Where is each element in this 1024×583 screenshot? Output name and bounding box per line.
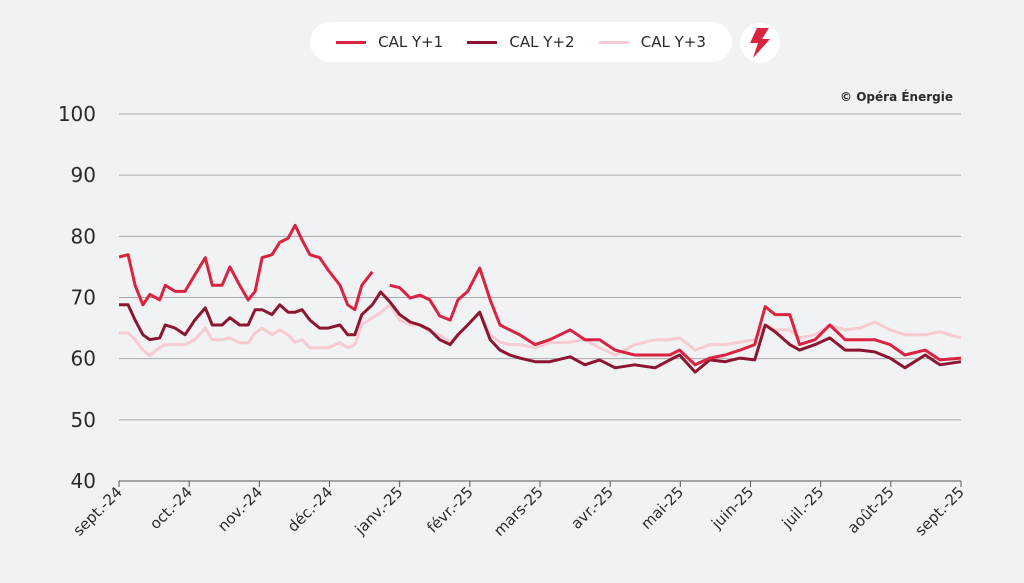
x-tick-label: nov.-24 bbox=[214, 483, 266, 535]
legend-item-cal-y2[interactable]: CAL Y+2 bbox=[467, 33, 575, 51]
legend-item-cal-y3[interactable]: CAL Y+3 bbox=[598, 33, 706, 51]
y-tick-label: 100 bbox=[58, 102, 96, 126]
y-tick-label: 70 bbox=[71, 286, 96, 310]
x-tick-label: sept.-25 bbox=[911, 483, 967, 539]
lightning-bolt-button[interactable] bbox=[740, 23, 780, 63]
x-tick-label: févr.-25 bbox=[423, 483, 476, 536]
x-tick-label: août-25 bbox=[844, 483, 898, 537]
y-tick-label: 50 bbox=[71, 408, 96, 432]
series-line-cal-y-1 bbox=[118, 223, 962, 367]
y-tick-label: 90 bbox=[71, 163, 96, 187]
x-tick-label: juil.-25 bbox=[778, 483, 828, 533]
x-tick-label: mars-25 bbox=[490, 483, 547, 540]
y-tick-label: 40 bbox=[71, 469, 96, 493]
x-tick-label: déc.-24 bbox=[284, 483, 337, 536]
legend-item-cal-y1[interactable]: CAL Y+1 bbox=[336, 33, 443, 51]
y-tick-label: 80 bbox=[71, 224, 96, 248]
lightning-bolt-icon bbox=[750, 28, 770, 58]
legend-swatch bbox=[598, 40, 629, 44]
legend-label: CAL Y+2 bbox=[509, 33, 575, 51]
x-tick-label: mai-25 bbox=[637, 483, 687, 533]
legend-label: CAL Y+1 bbox=[378, 33, 444, 51]
copyright-credit: © Opéra Énergie bbox=[840, 90, 953, 104]
x-tick-label: oct.-24 bbox=[146, 483, 196, 533]
x-tick-label: avr.-25 bbox=[567, 483, 617, 533]
series-line-cal-y-2 bbox=[119, 290, 962, 374]
x-tick-label: janv.-25 bbox=[351, 483, 407, 539]
y-tick-label: 60 bbox=[71, 347, 96, 371]
legend-swatch bbox=[467, 40, 498, 44]
legend-swatch bbox=[336, 40, 367, 44]
chart-legend: CAL Y+1 CAL Y+2 CAL Y+3 bbox=[310, 22, 732, 62]
x-tick-label: juin-25 bbox=[707, 483, 757, 533]
legend-label: CAL Y+3 bbox=[640, 33, 706, 51]
